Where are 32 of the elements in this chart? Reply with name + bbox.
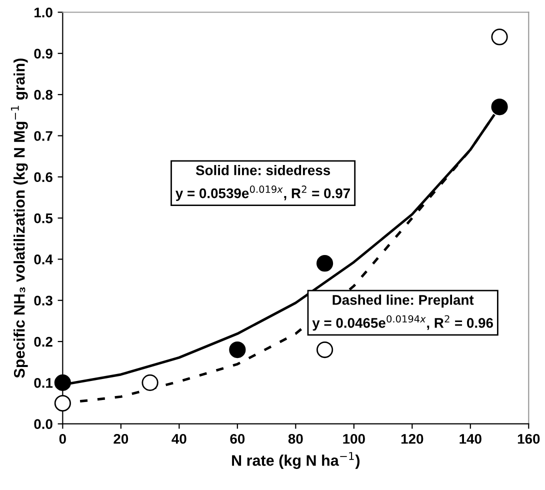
point [316,341,334,358]
x-tick-label: 160 [518,434,540,444]
point [142,374,158,391]
annotation: Solid line: sidedress y = 0.0539e$^{0.019x}$, R$^{2}$ = 0.97 [176,165,350,201]
point [229,341,246,358]
point [316,255,334,272]
y-tick-label: 1.0 [34,8,52,18]
x-tick-label: 0 [59,434,66,444]
y-tick-label: 0.4 [34,254,53,264]
y-tick-label: 0.9 [34,48,52,59]
point [491,98,508,116]
x-tick-label: 20 [114,434,128,444]
x-axis-title: N rate (kg N ha$^{−1}$) [232,452,360,469]
x-tick-label: 80 [288,434,303,444]
x-tick-label: 120 [401,434,424,444]
y-tick-label: 0.8 [34,90,53,100]
y-tick-label: 0.5 [34,213,53,224]
y-tick-label: 0.7 [34,131,52,141]
y-tick-label: 0.3 [34,296,52,306]
y-tick-label: 0.6 [34,172,52,182]
x-tick-label: 60 [230,434,245,444]
x-tick-label: 100 [343,434,365,444]
y-tick-label: 0.1 [34,378,53,388]
x-tick-label: 40 [172,434,186,444]
point [54,374,71,391]
y-tick-label: 0.0 [34,419,52,430]
y-axis-title: Specific NH₃ volatilization (kg N Mg$^{−1}$ grain) [10,58,28,378]
point [54,394,71,412]
y-tick-label: 0.2 [34,336,52,347]
annotation: Dashed line: Preplant y = 0.0465e$^{0.0194x}$, R$^{2}$ = 0.96 [312,294,493,331]
point [491,28,508,46]
x-tick-label: 140 [460,434,482,444]
